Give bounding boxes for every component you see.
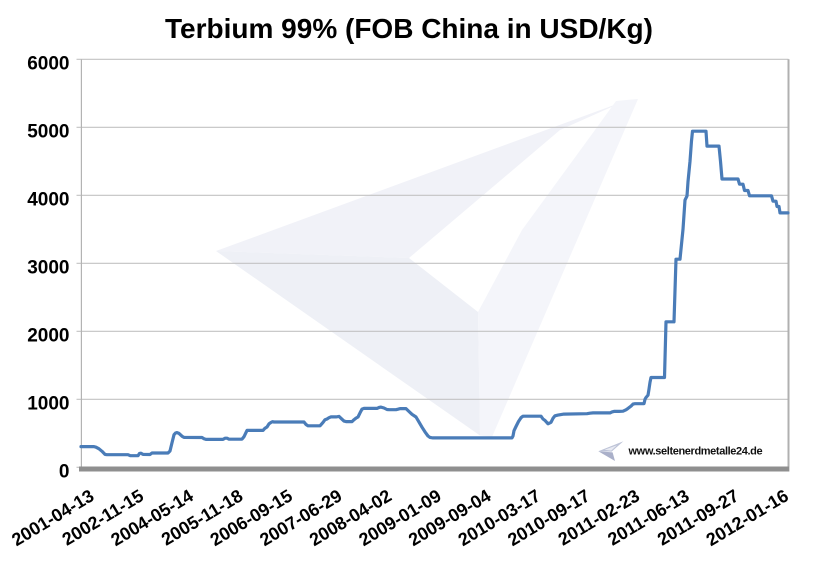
svg-text:www.seltenerdmetalle24.de: www.seltenerdmetalle24.de (628, 446, 763, 458)
svg-text:0: 0 (59, 461, 70, 482)
svg-text:1000: 1000 (27, 393, 69, 414)
svg-text:4000: 4000 (27, 189, 69, 210)
svg-text:5000: 5000 (27, 121, 69, 142)
svg-text:2000: 2000 (27, 325, 69, 346)
svg-text:6000: 6000 (27, 53, 69, 74)
svg-text:Terbium 99% (FOB China in USD/: Terbium 99% (FOB China in USD/Kg) (165, 13, 653, 44)
svg-text:3000: 3000 (27, 257, 69, 278)
